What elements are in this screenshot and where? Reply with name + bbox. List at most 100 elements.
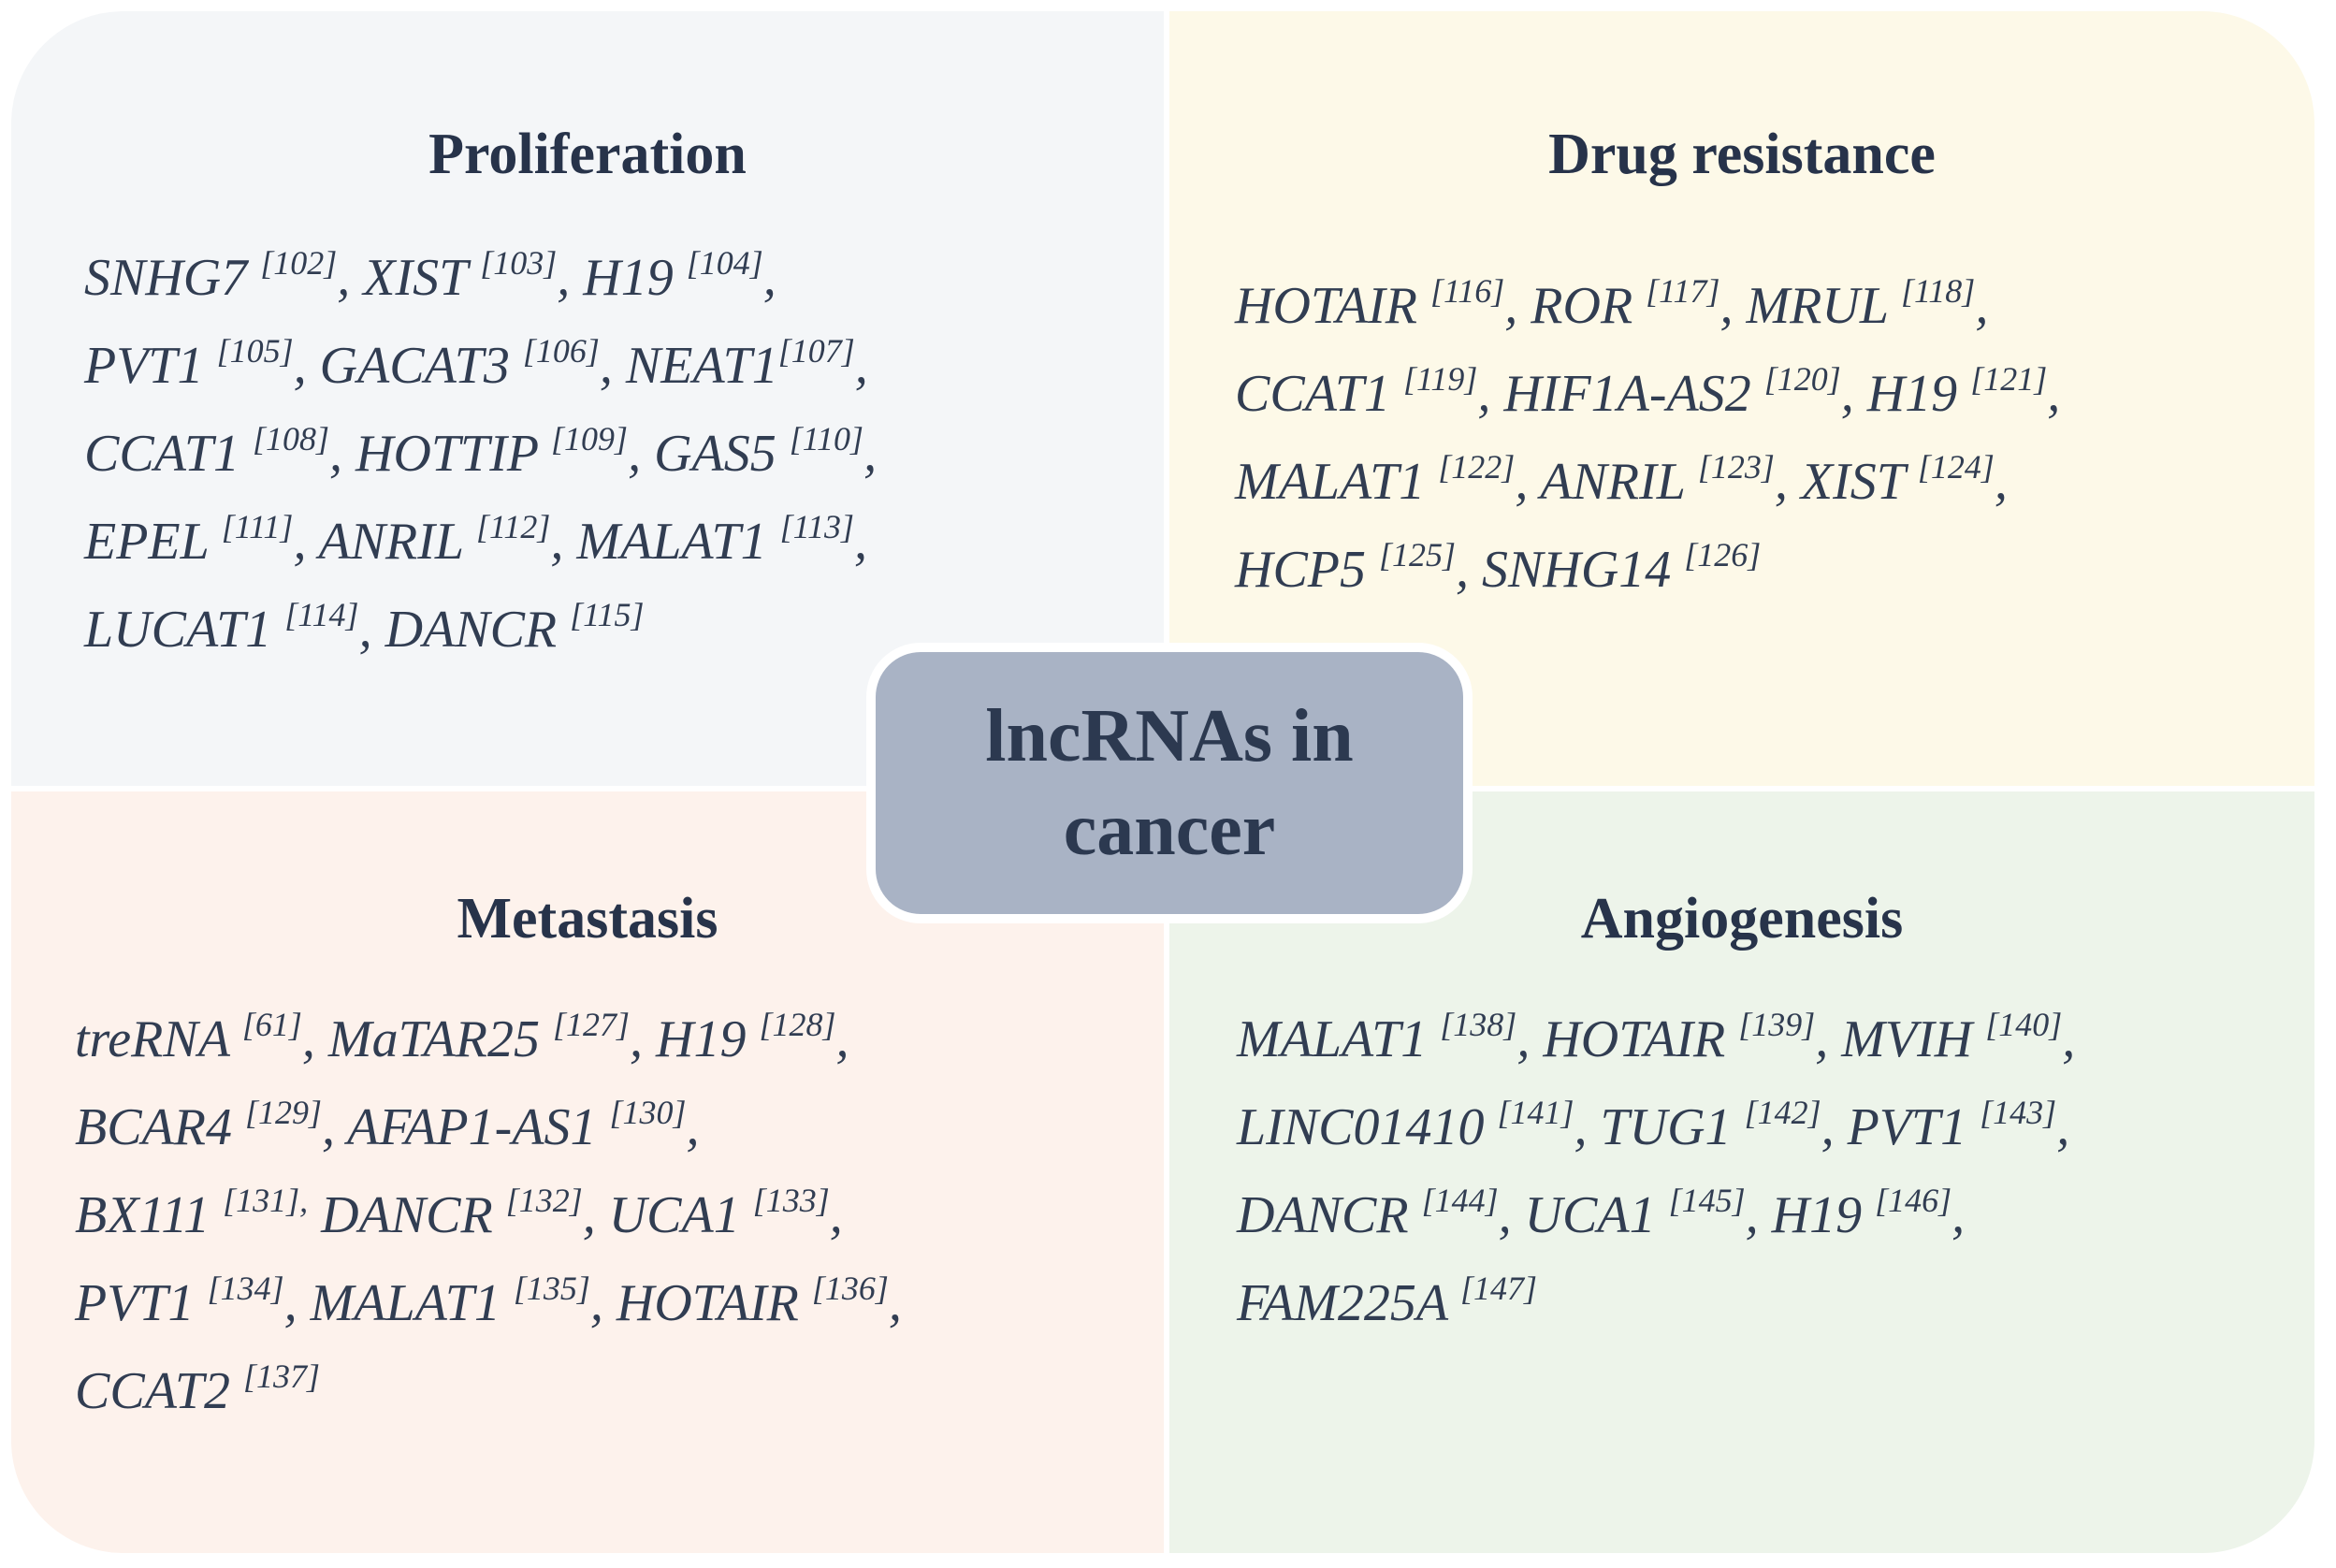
lncrna-name-text: , TUG1 bbox=[1574, 1098, 1745, 1156]
lncrna-name-text: DANCR bbox=[308, 1186, 506, 1244]
reference-superscript: [143] bbox=[1980, 1094, 2057, 1131]
lncrna-name-text: , bbox=[854, 513, 867, 571]
reference-superscript: [110] bbox=[789, 420, 864, 457]
reference-superscript: [103] bbox=[480, 244, 558, 282]
lncrna-name-text: , MALAT1 bbox=[283, 1274, 514, 1332]
reference-superscript: [119] bbox=[1402, 360, 1478, 398]
lncrna-name-text: , bbox=[2056, 1098, 2070, 1156]
lncrna-list-drug-resistance: HOTAIR [116], ROR [117], MRUL [118], CCAT… bbox=[1235, 262, 2060, 614]
lncrna-name-text: FAM225A bbox=[1237, 1274, 1461, 1332]
reference-superscript: [138] bbox=[1440, 1006, 1517, 1043]
lncrna-name-text: , DANCR bbox=[358, 601, 571, 659]
reference-superscript: [147] bbox=[1460, 1270, 1538, 1307]
lncrna-name-text: , bbox=[863, 425, 878, 483]
reference-superscript: [128] bbox=[759, 1006, 836, 1043]
reference-superscript: [136] bbox=[811, 1270, 889, 1307]
lncrna-name-text: EPEL bbox=[84, 513, 222, 571]
lncrna-name-text: , HOTTIP bbox=[329, 425, 552, 483]
lncrna-line: MALAT1 [122], ANRIL [123], XIST [124], bbox=[1235, 438, 2060, 526]
reference-superscript: [144] bbox=[1421, 1182, 1499, 1219]
lncrna-name-text: , bbox=[762, 249, 776, 307]
lncrna-name-text: , MRUL bbox=[1719, 277, 1901, 335]
lncrna-line: PVT1 [134], MALAT1 [135], HOTAIR [136], bbox=[75, 1259, 902, 1347]
reference-superscript: [116] bbox=[1429, 272, 1505, 310]
quadrant-metastasis: Metastasis treRNA [61], MaTAR25 [127], H… bbox=[11, 791, 1164, 1553]
lncrna-name-text: , PVT1 bbox=[1821, 1098, 1981, 1156]
quadrant-proliferation: Proliferation SNHG7 [102], XIST [103], H… bbox=[11, 11, 1164, 786]
reference-superscript: [115] bbox=[570, 596, 645, 633]
lncrna-name-text: CCAT1 bbox=[84, 425, 253, 483]
lncrna-name-text: , UCA1 bbox=[1498, 1186, 1669, 1244]
reference-superscript: [105] bbox=[216, 332, 294, 370]
reference-superscript: [141] bbox=[1497, 1094, 1574, 1131]
lncrna-line: BCAR4 [129], AFAP1-AS1 [130], bbox=[75, 1083, 902, 1171]
reference-superscript: [122] bbox=[1438, 448, 1516, 486]
lncrna-name-text: , bbox=[835, 1010, 849, 1068]
lncrna-name-text: , bbox=[854, 337, 868, 395]
reference-superscript: [125] bbox=[1379, 536, 1457, 573]
lncrna-name-text: , GACAT3 bbox=[293, 337, 523, 395]
reference-superscript: [146] bbox=[1875, 1182, 1952, 1219]
lncrna-name-text: , GAS5 bbox=[628, 425, 790, 483]
center-label-line1: lncRNAs in bbox=[985, 695, 1354, 777]
lncrna-name-text: , HOTAIR bbox=[589, 1274, 812, 1332]
lncrna-name-text: , MVIH bbox=[1815, 1010, 1986, 1068]
lncrna-line: HCP5 [125], SNHG14 [126] bbox=[1235, 526, 2060, 614]
lncrna-name-text: , NEAT1 bbox=[599, 337, 778, 395]
lncrna-line: EPEL [111], ANRIL [112], MALAT1 [113], bbox=[84, 498, 877, 586]
lncrna-name-text: , XIST bbox=[1774, 453, 1918, 511]
lncrna-name-text: , AFAP1-AS1 bbox=[322, 1098, 610, 1156]
quadrant-angiogenesis: Angiogenesis MALAT1 [138], HOTAIR [139],… bbox=[1169, 791, 2314, 1553]
reference-superscript: [134] bbox=[207, 1270, 284, 1307]
lncrna-name-text: , UCA1 bbox=[582, 1186, 753, 1244]
quadrant-title-proliferation: Proliferation bbox=[428, 123, 747, 186]
reference-superscript: [124] bbox=[1917, 448, 1995, 486]
lncrna-line: LINC01410 [141], TUG1 [142], PVT1 [143], bbox=[1237, 1083, 2075, 1171]
reference-superscript: [127] bbox=[552, 1006, 631, 1043]
lncrna-name-text: , MALAT1 bbox=[550, 513, 780, 571]
lncrna-name-text: BCAR4 bbox=[75, 1098, 245, 1156]
lncrna-name-text: HCP5 bbox=[1235, 541, 1379, 599]
lncrna-name-text: , bbox=[1952, 1186, 1966, 1244]
lncrna-name-text: DANCR bbox=[1237, 1186, 1422, 1244]
lncrna-list-proliferation: SNHG7 [102], XIST [103], H19 [104], PVT1 … bbox=[84, 234, 877, 674]
reference-superscript: [114] bbox=[284, 596, 359, 633]
lncrna-name-text: , MaTAR25 bbox=[301, 1010, 553, 1068]
reference-superscript: [121] bbox=[1970, 360, 2048, 398]
reference-superscript: [133] bbox=[752, 1182, 830, 1219]
reference-superscript: [118] bbox=[1900, 272, 1976, 310]
lncrna-name-text: , bbox=[829, 1186, 843, 1244]
reference-superscript: [61] bbox=[241, 1006, 302, 1043]
center-label-line2: cancer bbox=[1063, 789, 1276, 871]
lncrna-name-text: LUCAT1 bbox=[84, 601, 285, 659]
lncrna-name-text: , SNHG14 bbox=[1456, 541, 1685, 599]
lncrna-name-text: , bbox=[1975, 277, 1989, 335]
reference-superscript: [126] bbox=[1684, 536, 1762, 573]
lncrna-name-text: , H19 bbox=[1745, 1186, 1876, 1244]
lncrna-name-text: , bbox=[2047, 365, 2061, 423]
lncrna-name-text: CCAT1 bbox=[1235, 365, 1403, 423]
reference-superscript: [142] bbox=[1744, 1094, 1821, 1131]
lncrna-list-angiogenesis: MALAT1 [138], HOTAIR [139], MVIH [140], L… bbox=[1237, 995, 2075, 1347]
reference-superscript: [129] bbox=[244, 1094, 323, 1131]
lncrna-name-text: SNHG7 bbox=[84, 249, 261, 307]
lncrna-name-text: , bbox=[1994, 453, 2008, 511]
reference-superscript: [108] bbox=[252, 420, 330, 457]
lncrna-line: FAM225A [147] bbox=[1237, 1259, 2075, 1347]
reference-superscript: [104] bbox=[686, 244, 763, 282]
reference-superscript: [120] bbox=[1763, 360, 1841, 398]
lncrna-line: CCAT1 [108], HOTTIP [109], GAS5 [110], bbox=[84, 410, 877, 498]
lncrna-line: BX111 [131], DANCR [132], UCA1 [133], bbox=[75, 1171, 902, 1259]
lncrna-name-text: LINC01410 bbox=[1237, 1098, 1498, 1156]
lncrna-name-text: , HIF1A-AS2 bbox=[1477, 365, 1764, 423]
lncrna-line: treRNA [61], MaTAR25 [127], H19 [128], bbox=[75, 995, 902, 1083]
reference-superscript: [113] bbox=[779, 508, 854, 545]
lncrna-list-metastasis: treRNA [61], MaTAR25 [127], H19 [128], BC… bbox=[75, 995, 902, 1435]
reference-superscript: [106] bbox=[522, 332, 600, 370]
lncrna-name-text: MALAT1 bbox=[1237, 1010, 1441, 1068]
reference-superscript: [132] bbox=[505, 1182, 583, 1219]
reference-superscript: [139] bbox=[1738, 1006, 1816, 1043]
lncrna-line: PVT1 [105], GACAT3 [106], NEAT1[107], bbox=[84, 322, 877, 410]
lncrna-name-text: MALAT1 bbox=[1235, 453, 1439, 511]
